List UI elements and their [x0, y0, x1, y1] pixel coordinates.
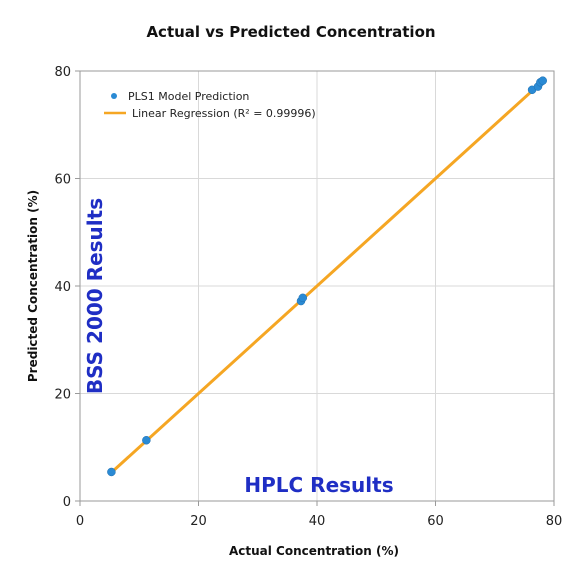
data-point: [538, 76, 547, 85]
y-tick-label: 80: [54, 65, 71, 80]
regression-series: [109, 79, 545, 475]
x-tick-label: 0: [76, 514, 84, 529]
data-point: [298, 293, 308, 303]
y-axis-label: Predicted Concentration (%): [26, 190, 40, 382]
y-tick-label: 40: [54, 280, 71, 295]
legend-marker-prediction: [111, 93, 117, 99]
prediction-series: [107, 76, 547, 477]
annotation-bss-results: BSS 2000 Results: [83, 198, 107, 394]
y-tick-label: 0: [63, 495, 71, 510]
y-axis: 0 20 40 60 80: [54, 65, 80, 510]
chart-title: Actual vs Predicted Concentration: [146, 23, 435, 41]
legend-label-prediction: PLS1 Model Prediction: [128, 90, 249, 103]
x-tick-label: 60: [427, 514, 444, 529]
x-tick-label: 80: [546, 514, 563, 529]
legend: PLS1 Model Prediction Linear Regression …: [104, 90, 316, 120]
regression-line: [109, 79, 545, 475]
data-point: [142, 436, 151, 445]
x-axis: 0 20 40 60 80: [76, 501, 562, 529]
x-tick-label: 20: [190, 514, 207, 529]
x-axis-label: Actual Concentration (%): [229, 544, 399, 558]
legend-label-regression: Linear Regression (R² = 0.99996): [132, 107, 316, 120]
data-point: [107, 467, 116, 477]
x-tick-label: 40: [309, 514, 326, 529]
y-tick-label: 20: [54, 388, 71, 403]
annotation-hplc-results: HPLC Results: [244, 473, 393, 497]
y-tick-label: 60: [54, 173, 71, 188]
